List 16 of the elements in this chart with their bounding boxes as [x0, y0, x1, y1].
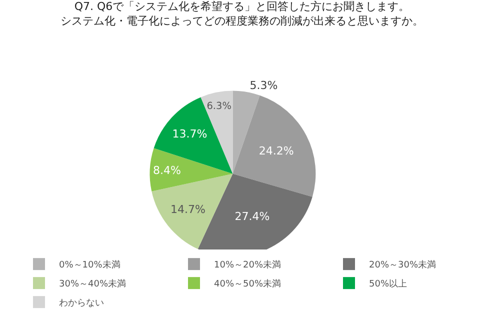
legend-label: 50%以上 [369, 278, 408, 290]
chart-subtitle: システム化・電子化によってどの程度業務の削減が出来ると思いますか。 [60, 14, 424, 28]
legend-label: 40%～50%未満 [214, 278, 282, 290]
data-label: 8.4% [153, 164, 181, 177]
legend-label: 0%～10%未満 [59, 260, 120, 271]
data-label: 27.4% [234, 210, 270, 224]
data-label: 24.2% [258, 144, 294, 158]
data-label: 5.3% [250, 79, 278, 92]
data-label: 6.3% [206, 100, 232, 112]
legend-label: わからない [59, 298, 104, 309]
chart-title: Q7. Q6で「システム化を希望する」と回答した方にお聞きします。 [74, 0, 410, 13]
data-label: 14.7% [170, 203, 206, 216]
legend-label: 30%～40%未満 [59, 278, 126, 290]
legend-label: 10%～20%未満 [214, 260, 282, 271]
data-label: 13.7% [172, 128, 208, 141]
legend-label: 20%～30%未満 [369, 260, 436, 271]
